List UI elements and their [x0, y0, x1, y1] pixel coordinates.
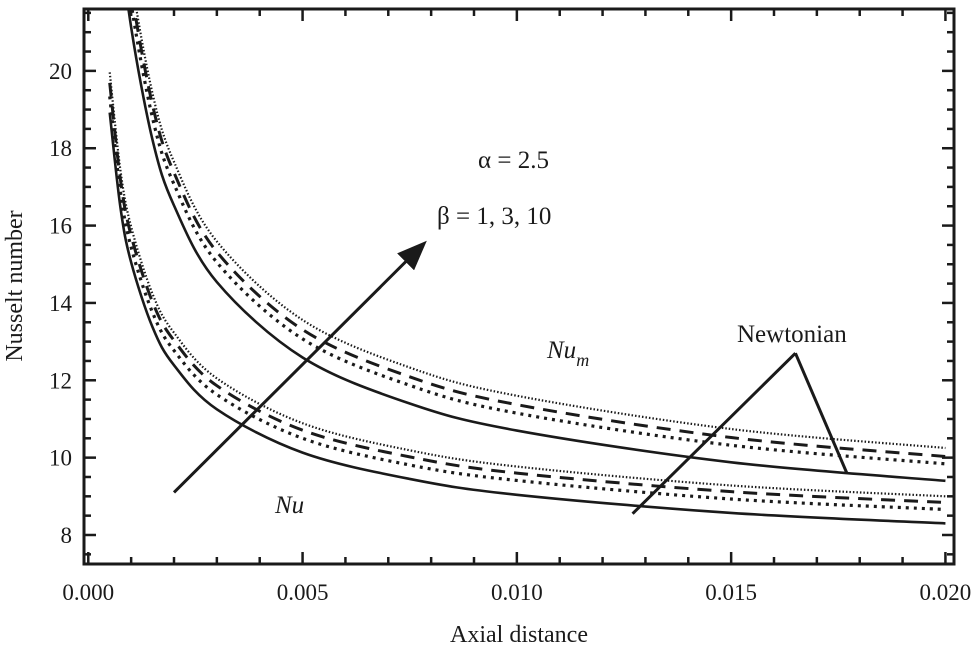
series-line-nu-solid — [108, 112, 946, 525]
newtonian-label: Newtonian — [737, 321, 847, 348]
parameter-arrow — [172, 240, 427, 494]
x-tick-label: 0.000 — [62, 580, 114, 605]
curves — [108, 9, 946, 525]
y-tick-labels: 8 10 12 14 16 18 20 — [49, 59, 73, 548]
y-tick-label: 10 — [49, 446, 72, 471]
y-tick-label: 18 — [49, 136, 72, 161]
newtonian-pointer-line — [631, 352, 797, 515]
x-tick-label: 0.015 — [705, 580, 757, 605]
plot-frame — [82, 7, 956, 566]
y-tick-label: 8 — [61, 523, 73, 548]
nu-m-label: Num — [546, 337, 589, 370]
series-line-nu-m-solid — [127, 9, 946, 483]
series-line-nu-fine-dotted — [108, 72, 946, 498]
y-axis-label: Nusselt number — [2, 210, 28, 361]
alpha-label: α = 2.5 — [478, 147, 549, 174]
series-line-nu-dashed — [108, 82, 946, 505]
x-axis-label: Axial distance — [450, 622, 588, 648]
y-tick-label: 16 — [49, 214, 72, 239]
series-line-nu-m-dashed — [132, 9, 946, 458]
x-tick-labels: 0.000 0.005 0.010 0.015 0.020 — [62, 580, 971, 605]
y-tick-label: 14 — [49, 291, 73, 316]
nu-label: Nu — [274, 492, 304, 519]
beta-label: β = 1, 3, 10 — [437, 203, 551, 230]
x-tick-label: 0.020 — [920, 580, 972, 605]
y-tick-label: 20 — [49, 59, 72, 84]
newtonian-pointer-line — [794, 352, 849, 474]
ticks — [84, 9, 954, 564]
y-tick-label: 12 — [49, 368, 72, 393]
series-line-nu-m-dotted — [130, 9, 946, 466]
nu-m-base: Nu — [546, 337, 576, 364]
x-tick-label: 0.010 — [491, 580, 543, 605]
x-tick-label: 0.005 — [277, 580, 329, 605]
nu-m-subscript: m — [576, 350, 589, 370]
